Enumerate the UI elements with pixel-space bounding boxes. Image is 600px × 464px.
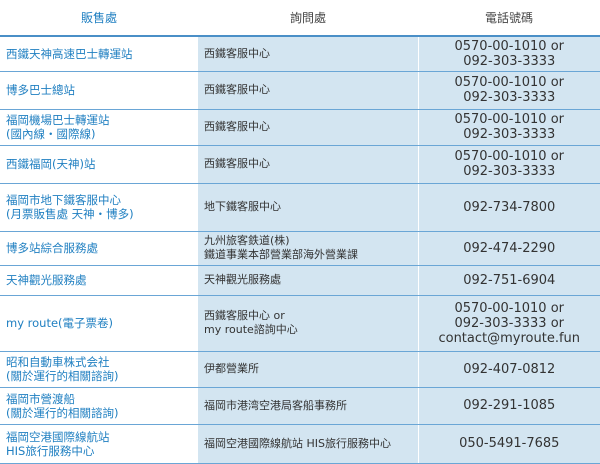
- table-row: 博多巴士總站 西鐵客服中心 0570-00-1010 or 092-303-3333: [0, 71, 600, 110]
- table-row: 昭和自動車株式会社 (關於運行的相關諮詢) 伊都營業所 092-407-0812: [0, 351, 600, 388]
- table-row: 福岡市營渡船 (關於運行的相關諮詢) 福岡市港湾空港局客船事務所 092-291-10…: [0, 387, 600, 425]
- location-cell-line: 西鐵天神高速巴士轉運站: [6, 46, 133, 61]
- inquiry-cell-line: 福岡空港國際線航站 HIS旅行服務中心: [204, 436, 391, 450]
- table-row: 西鐵福岡(天神)站 西鐵客服中心 0570-00-1010 or 092-303-33…: [0, 145, 600, 184]
- inquiry-cell-line: 西鐵客服中心: [204, 46, 270, 60]
- phone-cell-line: 050-5491-7685: [459, 436, 560, 451]
- header-inquiry: 詢問處: [198, 0, 418, 37]
- location-cell-line: 昭和自動車株式会社: [6, 355, 110, 369]
- table-row: 西鐵天神高速巴士轉運站 西鐵客服中心 0570-00-1010 or 092-303-…: [0, 36, 600, 72]
- phone-cell: 092-751-6904: [417, 265, 600, 296]
- phone-cell: 0570-00-1010 or 092-303-3333: [417, 109, 600, 146]
- location-cell: 福岡市地下鐵客服中心 (月票販售處 天神・博多): [0, 183, 198, 232]
- inquiry-cell-line: 伊都營業所: [204, 362, 259, 375]
- location-cell-line: 博多巴士總站: [6, 83, 75, 97]
- inquiry-cell-line: 西鐵客服中心: [204, 83, 270, 96]
- location-cell-line: 博多站綜合服務處: [6, 241, 98, 255]
- phone-cell: 092-407-0812: [417, 351, 600, 388]
- phone-cell-line: 092-303-3333: [463, 53, 556, 69]
- phone-cell-line: 0570-00-1010 or: [454, 112, 565, 127]
- phone-cell: 0570-00-1010 or 092-303-3333 or contact@my…: [417, 295, 600, 352]
- inquiry-cell: 西鐵客服中心: [198, 145, 418, 184]
- location-cell-line: my route(電子票卷): [6, 316, 114, 330]
- location-cell-line: 西鐵福岡(天神)站: [6, 157, 96, 171]
- table-row: 福岡空港國際線航站 HIS旅行服務中心 福岡空港國際線航站 HIS旅行服務中心 050…: [0, 424, 600, 464]
- location-cell-line: (關於運行的相關諮詢): [6, 369, 119, 383]
- location-cell: 福岡空港國際線航站 HIS旅行服務中心: [0, 424, 198, 464]
- location-cell: 福岡機場巴士轉運站 (國內線・國際線): [0, 109, 198, 146]
- inquiry-cell: 西鐵客服中心 or my route諮詢中心: [198, 295, 418, 352]
- table-row: 福岡機場巴士轉運站 (國內線・國際線) 西鐵客服中心 0570-00-1010 or 0…: [0, 109, 600, 146]
- inquiry-cell: 福岡市港湾空港局客船事務所: [198, 387, 418, 425]
- inquiry-cell-line: 九州旅客鉄道(株): [204, 234, 290, 247]
- phone-cell: 050-5491-7685: [417, 424, 600, 464]
- location-cell-line: 福岡市營渡船: [6, 391, 75, 406]
- location-cell: 西鐵福岡(天神)站: [0, 145, 198, 184]
- phone-cell-line: 092-303-3333 or: [454, 315, 565, 331]
- phone-cell-line: 092-303-3333: [463, 127, 556, 142]
- phone-cell-line: 092-407-0812: [463, 361, 556, 377]
- phone-cell: 0570-00-1010 or 092-303-3333: [417, 145, 600, 184]
- phone-cell-line: 092-734-7800: [463, 199, 556, 215]
- inquiry-cell-line: 西鐵客服中心 or: [204, 309, 285, 322]
- phone-cell: 0570-00-1010 or 092-303-3333: [417, 36, 600, 72]
- inquiry-cell: 天神觀光服務處: [198, 265, 418, 296]
- phone-cell-line: 092-474-2290: [463, 240, 556, 256]
- location-cell: 博多站綜合服務處: [0, 231, 198, 266]
- phone-cell-line: 0570-00-1010 or: [454, 149, 565, 164]
- table-row: 天神觀光服務處 天神觀光服務處 092-751-6904: [0, 265, 600, 296]
- phone-cell: 092-291-1085: [417, 387, 600, 425]
- inquiry-cell: 九州旅客鉄道(株) 鐵道事業本部營業部海外營業課: [198, 231, 418, 266]
- inquiry-cell: 地下鐵客服中心: [198, 183, 418, 232]
- location-cell-line: 福岡市地下鐵客服中心: [6, 193, 121, 207]
- header-row: 販售處 詢問處 電話號碼: [0, 0, 600, 37]
- inquiry-cell-line: 地下鐵客服中心: [204, 200, 281, 213]
- phone-cell: 0570-00-1010 or 092-303-3333: [417, 71, 600, 110]
- header-location: 販售處: [0, 0, 198, 37]
- location-cell-line: 天神觀光服務處: [6, 273, 87, 287]
- inquiry-cell-line: my route諮詢中心: [204, 323, 298, 336]
- table-row: 博多站綜合服務處 九州旅客鉄道(株) 鐵道事業本部營業部海外營業課 092-474-2…: [0, 231, 600, 266]
- inquiry-cell: 伊都營業所: [198, 351, 418, 388]
- inquiry-cell: 西鐵客服中心: [198, 71, 418, 110]
- location-cell: 福岡市營渡船 (關於運行的相關諮詢): [0, 387, 198, 425]
- phone-cell-line: 092-291-1085: [463, 398, 556, 413]
- location-cell-line: (關於運行的相關諮詢): [6, 405, 119, 420]
- phone-cell-line: contact@myroute.fun: [438, 330, 581, 346]
- header-phone: 電話號碼: [418, 0, 600, 37]
- location-cell: 昭和自動車株式会社 (關於運行的相關諮詢): [0, 351, 198, 388]
- phone-cell: 092-474-2290: [417, 231, 600, 266]
- inquiry-cell: 西鐵客服中心: [198, 36, 418, 72]
- inquiry-cell-line: 福岡市港湾空港局客船事務所: [204, 398, 347, 412]
- phone-cell-line: 092-751-6904: [463, 272, 556, 288]
- inquiry-cell: 福岡空港國際線航站 HIS旅行服務中心: [198, 424, 418, 464]
- inquiry-cell-line: 天神觀光服務處: [204, 273, 281, 286]
- location-cell: 天神觀光服務處: [0, 265, 198, 296]
- location-cell-line: HIS旅行服務中心: [6, 443, 95, 458]
- phone-cell-line: 092-303-3333: [463, 90, 556, 105]
- location-cell-line: (國內線・國際線): [6, 127, 96, 141]
- location-cell-line: 福岡機場巴士轉運站: [6, 113, 110, 127]
- phone-cell-line: 0570-00-1010 or: [454, 38, 565, 54]
- location-cell: my route(電子票卷): [0, 295, 198, 352]
- table-row: 福岡市地下鐵客服中心 (月票販售處 天神・博多) 地下鐵客服中心 092-734-78…: [0, 183, 600, 232]
- inquiry-cell-line: 鐵道事業本部營業部海外營業課: [204, 248, 358, 261]
- inquiry-cell-line: 西鐵客服中心: [204, 120, 270, 133]
- location-cell: 西鐵天神高速巴士轉運站: [0, 36, 198, 72]
- location-cell-line: (月票販售處 天神・博多): [6, 207, 134, 221]
- phone-cell: 092-734-7800: [417, 183, 600, 232]
- phone-cell-line: 0570-00-1010 or: [454, 300, 565, 316]
- inquiry-cell-line: 西鐵客服中心: [204, 157, 270, 170]
- inquiry-cell: 西鐵客服中心: [198, 109, 418, 146]
- location-cell: 博多巴士總站: [0, 71, 198, 110]
- phone-cell-line: 0570-00-1010 or: [454, 75, 565, 90]
- table-row: my route(電子票卷) 西鐵客服中心 or my route諮詢中心 0570-…: [0, 295, 600, 352]
- location-cell-line: 福岡空港國際線航站: [6, 429, 110, 444]
- phone-cell-line: 092-303-3333: [463, 164, 556, 179]
